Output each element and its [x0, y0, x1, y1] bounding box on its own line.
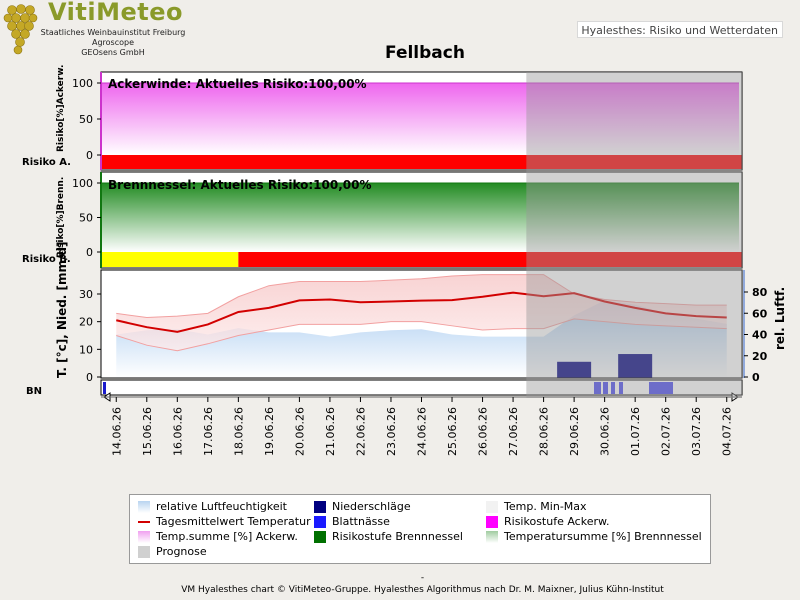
temp-mean-line: [116, 291, 727, 333]
legend-swatch: [486, 501, 498, 513]
precipitation-bar: [557, 361, 592, 378]
date-tick-label: 16.06.26: [171, 407, 184, 456]
date-tick-label: 24.06.26: [416, 407, 429, 456]
date-tick-label: 25.06.26: [446, 407, 459, 456]
prognose-overlay: [526, 72, 742, 398]
panel-weather-frame: [100, 269, 743, 379]
leaf-wetness-mark: [594, 382, 601, 394]
date-tick-label: 01.07.26: [629, 407, 642, 456]
weather-left-tick-label: 10: [79, 343, 93, 356]
date-tick-label: 15.06.26: [141, 407, 154, 456]
ackerwinde-tick-label: 100: [72, 77, 93, 90]
date-tick-label: 17.06.26: [202, 407, 215, 456]
date-tick-label: 23.06.26: [385, 407, 398, 456]
ackerwinde-tick-label: 0: [86, 149, 93, 162]
legend-swatch: [314, 501, 326, 513]
weather-left-tick-label: 0: [86, 371, 93, 384]
brennnessel-risk-bar-low: [101, 252, 239, 267]
date-tick-label: 21.06.26: [324, 407, 337, 456]
bn-row-bg: [100, 379, 743, 396]
brennnessel-risk-bar-high: [238, 252, 742, 267]
date-tick-label: 14.06.26: [110, 407, 123, 456]
leaf-wetness-mark: [603, 382, 608, 394]
temp-max-line: [116, 274, 727, 319]
vitimeteo-logo: VitiMeteo Staatliches Weinbauinstitut Fr…: [2, 0, 202, 60]
temp-min-line: [116, 318, 727, 352]
date-tick-label: 18.06.26: [232, 407, 245, 456]
legend-label: relative Luftfeuchtigkeit: [156, 500, 287, 513]
date-tick-label: 30.06.26: [599, 407, 612, 456]
legend-swatch: [138, 516, 150, 528]
brennnessel-tick-label: 100: [72, 177, 93, 190]
date-tick-label: 04.07.26: [721, 407, 734, 456]
ackerwinde-temp-sum-area: [101, 83, 739, 155]
legend: relative Luftfeuchtigkeit Niederschläge Te…: [129, 494, 711, 564]
legend-swatch: [486, 516, 498, 528]
weather-ylabel-right: rel. Luftf.: [773, 287, 787, 350]
ackerwinde-ylabel: Risiko[%]Ackerw.: [56, 65, 66, 152]
legend-label: Temp.summe [%] Ackerw.: [156, 530, 298, 543]
humidity-area: [116, 300, 727, 378]
legend-label: Prognose: [156, 545, 207, 558]
leaf-wetness-mark: [103, 382, 106, 394]
ackerwinde-annotation: Ackerwinde: Aktuelles Risiko:100,00%: [108, 77, 367, 91]
date-tick-label: 22.06.26: [354, 407, 367, 456]
logo-line-2: Agroscope: [91, 38, 135, 47]
weather-right-tick-label: 60: [752, 307, 768, 320]
legend-swatch: [486, 531, 498, 543]
weather-ylabel-left: T. [°c], Nied. [mm/d]: [55, 242, 69, 379]
legend-label: Tagesmittelwert Temperatur: [156, 515, 311, 528]
ackerwinde-tick-label: 50: [79, 113, 93, 126]
weather-right-tick-label: 20: [752, 350, 768, 363]
leaf-wetness-mark: [619, 382, 623, 394]
footer-dash: -: [420, 573, 425, 583]
brennnessel-temp-sum-area: [101, 183, 739, 252]
leaf-wetness-mark: [649, 382, 673, 394]
date-tick-label: 26.06.26: [477, 407, 490, 456]
logo-line-1: Staatliches Weinbauinstitut Freiburg: [40, 28, 186, 37]
leaf-wetness-mark: [611, 382, 615, 394]
grape-icon: [3, 4, 38, 55]
date-tick-label: 28.06.26: [538, 407, 551, 456]
legend-swatch: [314, 516, 326, 528]
bn-row-label: BN: [26, 386, 42, 397]
header-box: Hyalesthes: Risiko und Wetterdaten: [577, 21, 783, 38]
ackerwinde-risk-bar: [101, 155, 742, 169]
legend-swatch: [314, 531, 326, 543]
date-tick-label: 02.07.26: [660, 407, 673, 456]
date-tick-label: 29.06.26: [568, 407, 581, 456]
legend-swatch: [138, 531, 150, 543]
legend-swatch: [138, 501, 150, 513]
logo-title: VitiMeteo: [48, 0, 183, 26]
chart-title: Fellbach: [385, 43, 465, 63]
footer-credits: VM Hyalesthes chart © VitiMeteo-Gruppe. …: [181, 585, 664, 595]
brennnessel-ylabel: Risiko[%]Brenn.: [56, 177, 66, 258]
precipitation-bar: [618, 354, 653, 378]
legend-label: Temp. Min-Max: [504, 500, 587, 513]
legend-label: Risikostufe Brennnessel: [332, 530, 463, 543]
weather-right-tick-label: 80: [752, 286, 768, 299]
weather-right-tick-label: 0: [752, 371, 760, 384]
brennnessel-tick-label: 50: [79, 212, 93, 225]
brennnessel-row-label: Risiko B.: [22, 254, 71, 265]
temp-minmax-band: [116, 274, 727, 351]
legend-label: Risikostufe Ackerw.: [504, 515, 610, 528]
legend-label: Niederschläge: [332, 500, 411, 513]
date-tick-label: 19.06.26: [263, 407, 276, 456]
ackerwinde-row-label: Risiko A.: [22, 157, 71, 168]
logo-line-3: GEOsens GmbH: [81, 48, 145, 57]
weather-right-tick-label: 40: [752, 329, 768, 342]
weather-left-tick-label: 30: [79, 288, 93, 301]
date-tick-label: 20.06.26: [293, 407, 306, 456]
legend-swatch: [138, 546, 150, 558]
brennnessel-tick-label: 0: [86, 246, 93, 259]
weather-left-tick-label: 20: [79, 316, 93, 329]
legend-label: Temperatursumme [%] Brennnessel: [504, 530, 702, 543]
date-tick-label: 27.06.26: [507, 407, 520, 456]
brennnessel-annotation: Brennnessel: Aktuelles Risiko:100,00%: [108, 178, 372, 192]
legend-label: Blattnässe: [332, 515, 390, 528]
date-tick-label: 03.07.26: [690, 407, 703, 456]
